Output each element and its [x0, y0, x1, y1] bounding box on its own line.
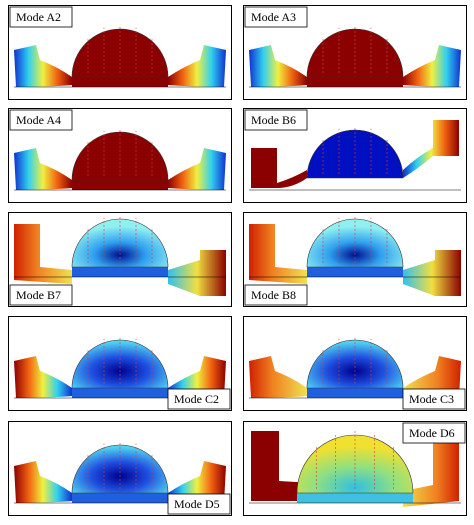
label-box: [244, 109, 308, 131]
mode-label: Mode B6: [251, 113, 296, 127]
base-center: [297, 493, 413, 503]
base-center: [307, 77, 403, 87]
mode-panel: Mode C2: [8, 316, 232, 411]
base-left: [14, 45, 72, 87]
dome: [306, 129, 404, 179]
mode-label: Mode B7: [16, 288, 61, 302]
base-left: [249, 356, 307, 398]
dome: [71, 28, 169, 78]
label-box: [9, 109, 73, 131]
base-center: [307, 388, 403, 398]
base-left: [249, 224, 307, 284]
dome: [306, 28, 404, 78]
base-right: [403, 356, 461, 398]
base-left: [14, 148, 72, 190]
base-right: [403, 45, 461, 87]
mode-panel: Mode A3: [243, 5, 467, 100]
label-box: [402, 422, 466, 444]
base-center: [72, 493, 168, 503]
dome: [71, 131, 169, 181]
mode-label: Mode D6: [409, 426, 455, 440]
mode-panel: Mode C3: [243, 316, 467, 411]
dome: [71, 218, 169, 268]
mode-panel: Mode A2: [8, 5, 232, 100]
dome: [71, 339, 169, 389]
mode-label: Mode B8: [251, 288, 296, 302]
base-left: [249, 45, 307, 87]
base-right: [168, 461, 226, 503]
mode-panel: Mode A4: [8, 108, 232, 203]
base-right: [168, 148, 226, 190]
dome: [71, 444, 169, 494]
base-center: [72, 388, 168, 398]
base-left: [14, 356, 72, 398]
base-right: [403, 443, 459, 507]
label-box: [244, 6, 308, 28]
dome: [306, 218, 404, 268]
mode-panel: Mode B7: [8, 212, 232, 307]
base-left: [14, 224, 72, 284]
base-left: [251, 148, 307, 188]
base-right: [168, 356, 226, 398]
base-center: [72, 77, 168, 87]
label-box: [9, 6, 73, 28]
base-right: [168, 45, 226, 87]
label-box: [167, 388, 231, 410]
dome: [306, 339, 404, 389]
label-box: [167, 493, 231, 515]
mode-label: Mode A2: [16, 10, 61, 24]
mode-panel: Mode D6: [243, 421, 467, 516]
base-center: [72, 267, 168, 277]
mode-label: Mode D5: [174, 497, 220, 511]
base-right: [403, 120, 459, 178]
base-center: [307, 267, 403, 277]
base-center: [72, 180, 168, 190]
mode-label: Mode A4: [16, 113, 61, 127]
mode-label: Mode C2: [174, 392, 219, 406]
base-left: [14, 461, 72, 503]
base-right: [403, 250, 461, 296]
label-box: [9, 284, 73, 306]
label-box: [244, 284, 308, 306]
label-box: [402, 388, 466, 410]
mode-panel: Mode B8: [243, 212, 467, 307]
mode-label: Mode A3: [251, 10, 296, 24]
mode-panel: Mode D5: [8, 421, 232, 516]
base-right: [168, 250, 226, 296]
mode-panel: Mode B6: [243, 108, 467, 203]
mode-label: Mode C3: [409, 392, 454, 406]
